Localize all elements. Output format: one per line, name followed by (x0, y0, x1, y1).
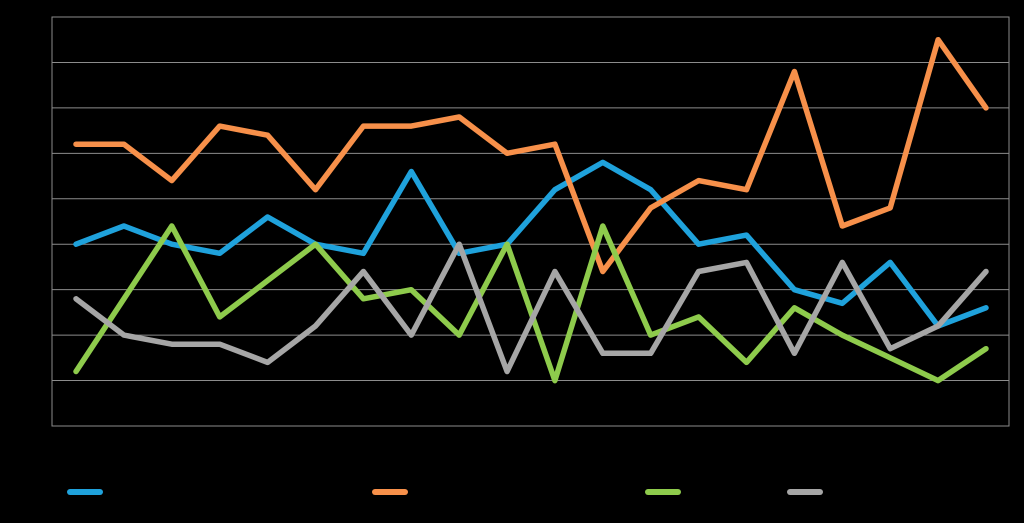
series-line-2 (73, 36, 989, 275)
series-line-3 (73, 223, 989, 384)
series-lines (73, 36, 989, 384)
series-line-1 (73, 159, 989, 329)
series-line-4 (73, 241, 989, 375)
plot-area-border (51, 16, 1010, 427)
gridlines (52, 61, 1009, 382)
